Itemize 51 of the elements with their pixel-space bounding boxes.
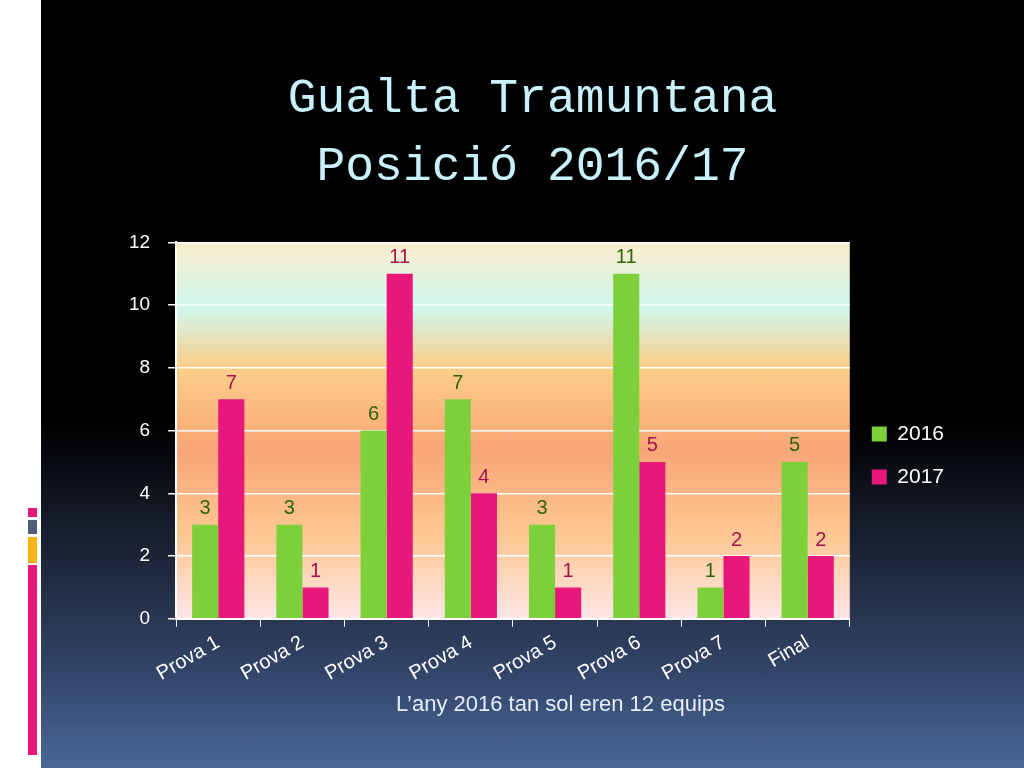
- data-label: 7: [225, 370, 237, 393]
- data-label: 7: [452, 370, 464, 393]
- data-label: 2: [815, 527, 827, 550]
- bar: [444, 399, 471, 618]
- data-label: 11: [615, 245, 637, 268]
- bar: [613, 273, 640, 618]
- data-label: 1: [562, 558, 574, 581]
- bar: [639, 461, 666, 618]
- x-tick-label: Prova 5: [489, 630, 560, 684]
- data-label: 3: [199, 496, 211, 519]
- data-label: 11: [389, 245, 411, 268]
- bar: [302, 587, 329, 618]
- data-label: 1: [704, 558, 716, 581]
- x-tick-label: Prova 3: [320, 630, 392, 684]
- bar: [723, 556, 750, 618]
- y-tick-label: 8: [139, 356, 151, 378]
- y-tick-label: 2: [139, 544, 151, 566]
- legend-label: 2017: [897, 463, 944, 487]
- data-label: 5: [646, 433, 658, 456]
- y-tick-label: 6: [139, 418, 151, 440]
- bar: [276, 524, 303, 618]
- y-tick-label: 10: [128, 293, 151, 315]
- bar: [555, 587, 582, 618]
- x-tick-label: Prova 2: [236, 630, 308, 684]
- data-label: 6: [368, 402, 380, 425]
- bar: [386, 273, 413, 618]
- x-tick-label: Prova 6: [573, 630, 645, 684]
- bar: [470, 493, 497, 618]
- x-tick-label: Final: [763, 630, 813, 672]
- y-tick-label: 0: [139, 606, 151, 628]
- bar: [192, 524, 219, 618]
- chart-title: Gualta Tramuntana Posició 2016/17: [287, 72, 778, 194]
- data-label: 3: [283, 496, 295, 519]
- legend-label: 2016: [897, 420, 944, 444]
- x-tick-label: Prova 4: [404, 630, 476, 684]
- x-tick-label: Prova 7: [657, 630, 729, 684]
- bar: [807, 556, 834, 618]
- data-label: 5: [789, 433, 801, 456]
- y-tick-label: 4: [139, 481, 151, 503]
- data-label: 3: [536, 496, 548, 519]
- data-label: 1: [309, 558, 322, 581]
- data-label: 4: [478, 464, 490, 487]
- data-label: 2: [730, 527, 743, 550]
- bar: [697, 587, 724, 618]
- bar: [781, 461, 808, 618]
- y-tick-label: 12: [128, 230, 151, 252]
- x-tick-label: Prova 1: [152, 630, 223, 684]
- text: L’any 2016 tan sol eren 12 equips: [396, 690, 726, 718]
- bar: [360, 430, 387, 618]
- bar: [528, 524, 556, 618]
- bar: [218, 399, 245, 618]
